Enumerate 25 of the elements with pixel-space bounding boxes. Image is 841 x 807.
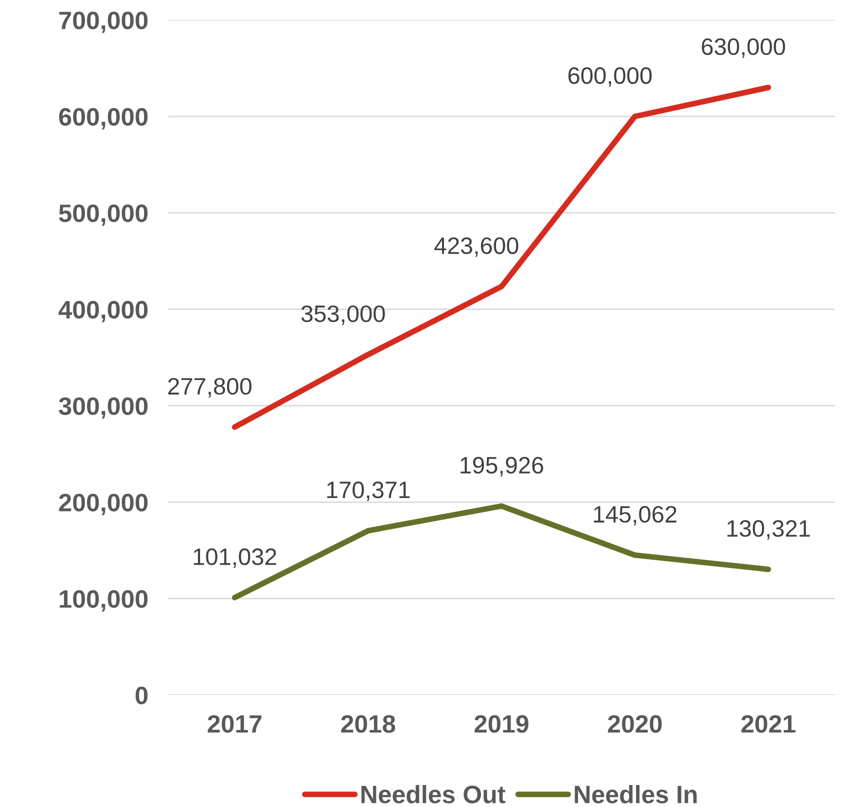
y-tick-label: 100,000 bbox=[60, 590, 148, 612]
data-label: 145,062 bbox=[594, 506, 676, 526]
x-tick-label: 2021 bbox=[741, 715, 796, 733]
data-label: 423,600 bbox=[434, 237, 518, 257]
x-tick-label: 2019 bbox=[474, 715, 528, 733]
x-tick-label: 2017 bbox=[208, 715, 262, 733]
y-tick-label: 500,000 bbox=[58, 204, 148, 226]
y-tick-label: 400,000 bbox=[58, 300, 148, 322]
data-label: 600,000 bbox=[568, 67, 652, 87]
data-label: 101,032 bbox=[194, 548, 276, 568]
data-label: 353,000 bbox=[301, 305, 385, 325]
data-label: 195,926 bbox=[460, 456, 544, 476]
x-tick-label: 2020 bbox=[608, 715, 662, 733]
y-tick-label: 700,000 bbox=[59, 12, 148, 33]
y-tick-label: 200,000 bbox=[59, 494, 148, 516]
x-tick-label: 2018 bbox=[341, 715, 396, 733]
y-tick-label: 0 bbox=[136, 686, 148, 704]
data-label: 630,000 bbox=[702, 38, 786, 58]
data-label: 130,321 bbox=[727, 520, 810, 540]
legend-label: Needles In bbox=[574, 785, 697, 804]
legend-label: Needles Out bbox=[361, 785, 506, 804]
data-label: 170,371 bbox=[327, 482, 410, 502]
y-tick-label: 300,000 bbox=[58, 397, 148, 419]
data-label: 277,800 bbox=[168, 378, 252, 398]
y-tick-label: 600,000 bbox=[59, 108, 148, 130]
